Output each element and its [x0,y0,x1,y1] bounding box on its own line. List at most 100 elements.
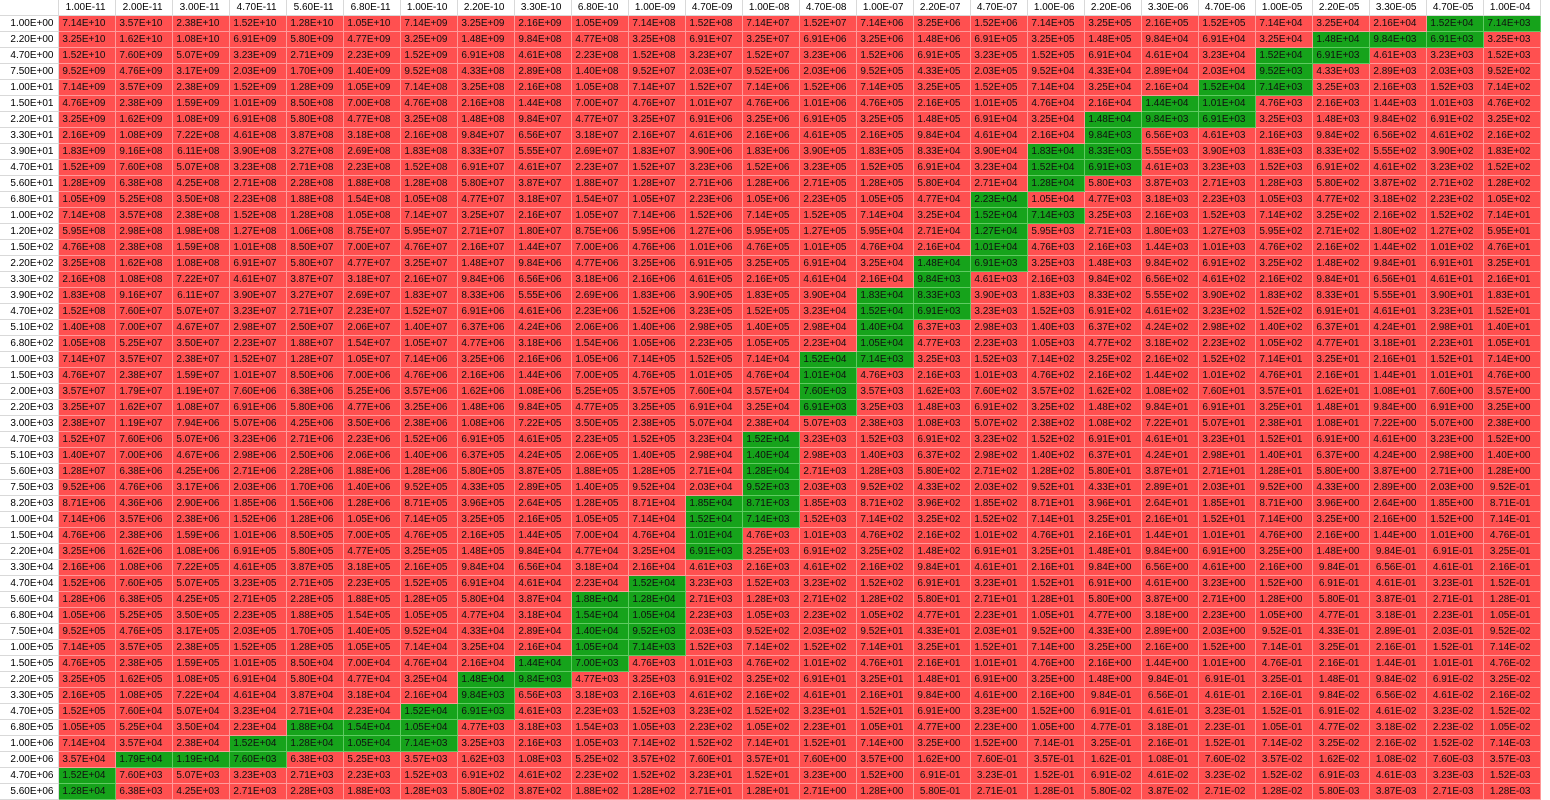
mismatch-cell[interactable]: 4.61E+04 [799,271,857,288]
mismatch-cell[interactable]: 1.05E+05 [400,607,458,624]
mismatch-cell[interactable]: 3.87E+05 [514,463,572,480]
mismatch-cell[interactable]: 3.87E-03 [1369,783,1427,800]
mismatch-cell[interactable]: 7.60E+06 [229,383,287,400]
mismatch-cell[interactable]: 7.14E+06 [628,207,686,224]
mismatch-cell[interactable]: 7.14E+04 [1255,15,1313,32]
mismatch-cell[interactable]: 3.18E+02 [1141,335,1199,352]
mismatch-cell[interactable]: 7.22E+05 [514,415,572,432]
mismatch-cell[interactable]: 1.83E+03 [1255,143,1313,160]
mismatch-cell[interactable]: 1.62E+10 [115,31,173,48]
mismatch-cell[interactable]: 4.33E+03 [1312,63,1370,80]
mismatch-cell[interactable]: 2.16E-02 [1369,735,1427,752]
mismatch-cell[interactable]: 1.48E+02 [1312,255,1370,272]
mismatch-cell[interactable]: 4.61E-02 [1426,687,1484,704]
row-header[interactable]: 4.70E+04 [0,575,59,592]
mismatch-cell[interactable]: 1.01E+05 [685,367,743,384]
mismatch-cell[interactable]: 7.14E+04 [628,511,686,528]
mismatch-cell[interactable]: 7.00E+06 [343,367,401,384]
mismatch-cell[interactable]: 1.28E+02 [628,783,686,800]
mismatch-cell[interactable]: 6.56E+01 [1369,271,1427,288]
mismatch-cell[interactable]: 5.80E+02 [913,463,971,480]
mismatch-cell[interactable]: 1.40E+08 [58,319,116,336]
mismatch-cell[interactable]: 1.05E+07 [343,351,401,368]
mismatch-cell[interactable]: 8.71E+05 [400,495,458,512]
mismatch-cell[interactable]: 2.38E+07 [58,415,116,432]
mismatch-cell[interactable]: 2.23E+03 [685,607,743,624]
mismatch-cell[interactable]: 5.80E+07 [457,175,515,192]
mismatch-cell[interactable]: 1.52E+02 [1426,207,1484,224]
mismatch-cell[interactable]: 2.23E+06 [685,191,743,208]
mismatch-cell[interactable]: 6.91E+04 [457,575,515,592]
mismatch-cell[interactable]: 2.23E+02 [1198,335,1256,352]
match-cell[interactable]: 6.91E+03 [1084,159,1142,176]
mismatch-cell[interactable]: 3.25E+04 [1084,79,1142,96]
mismatch-cell[interactable]: 1.52E-02 [1255,767,1313,784]
mismatch-cell[interactable]: 7.14E-02 [1483,639,1541,656]
mismatch-cell[interactable]: 2.71E+01 [685,783,743,800]
mismatch-cell[interactable]: 7.14E+07 [58,351,116,368]
mismatch-cell[interactable]: 1.48E+00 [1312,543,1370,560]
mismatch-cell[interactable]: 1.01E+06 [685,239,743,256]
mismatch-cell[interactable]: 1.52E+01 [1426,351,1484,368]
mismatch-cell[interactable]: 1.80E+07 [514,223,572,240]
mismatch-cell[interactable]: 3.25E+01 [1312,351,1370,368]
mismatch-cell[interactable]: 1.05E+05 [571,511,629,528]
mismatch-cell[interactable]: 2.71E+01 [970,591,1028,608]
mismatch-cell[interactable]: 4.77E+07 [571,111,629,128]
mismatch-cell[interactable]: 2.98E+00 [1426,447,1484,464]
mismatch-cell[interactable]: 1.08E+06 [172,543,230,560]
mismatch-cell[interactable]: 3.23E+06 [799,47,857,64]
match-cell[interactable]: 6.91E+03 [970,255,1028,272]
mismatch-cell[interactable]: 2.38E+04 [742,415,800,432]
mismatch-cell[interactable]: 1.62E-02 [1312,751,1370,768]
mismatch-cell[interactable]: 1.83E+07 [628,143,686,160]
mismatch-cell[interactable]: 1.05E+06 [58,607,116,624]
mismatch-cell[interactable]: 3.23E+02 [1426,159,1484,176]
mismatch-cell[interactable]: 2.23E+05 [799,191,857,208]
mismatch-cell[interactable]: 2.71E+05 [229,591,287,608]
mismatch-cell[interactable]: 3.25E+00 [1255,543,1313,560]
mismatch-cell[interactable]: 4.33E+08 [457,63,515,80]
mismatch-cell[interactable]: 7.14E+01 [856,639,914,656]
mismatch-cell[interactable]: 2.16E+03 [1141,207,1199,224]
mismatch-cell[interactable]: 9.84E+04 [457,559,515,576]
mismatch-cell[interactable]: 1.28E+00 [1255,591,1313,608]
mismatch-cell[interactable]: 1.28E+00 [1483,463,1541,480]
row-header[interactable]: 3.90E+02 [0,287,59,304]
mismatch-cell[interactable]: 1.48E+03 [1312,111,1370,128]
mismatch-cell[interactable]: 6.91E-02 [1312,703,1370,720]
mismatch-cell[interactable]: 4.77E+06 [457,335,515,352]
mismatch-cell[interactable]: 6.91E+01 [1084,431,1142,448]
mismatch-cell[interactable]: 6.38E+05 [115,591,173,608]
mismatch-cell[interactable]: 5.95E+05 [742,223,800,240]
mismatch-cell[interactable]: 1.28E+07 [58,463,116,480]
mismatch-cell[interactable]: 2.23E+04 [343,703,401,720]
mismatch-cell[interactable]: 4.61E+02 [514,767,572,784]
mismatch-cell[interactable]: 1.19E+07 [115,415,173,432]
mismatch-cell[interactable]: 1.08E+02 [1141,383,1199,400]
mismatch-cell[interactable]: 2.16E+03 [1369,79,1427,96]
mismatch-cell[interactable]: 7.00E+05 [343,527,401,544]
mismatch-cell[interactable]: 5.55E+07 [514,143,572,160]
match-cell[interactable]: 1.54E+04 [343,719,401,736]
mismatch-cell[interactable]: 9.84E-02 [1369,671,1427,688]
mismatch-cell[interactable]: 5.80E+05 [286,543,344,560]
mismatch-cell[interactable]: 7.00E+07 [343,239,401,256]
mismatch-cell[interactable]: 1.40E+02 [1255,319,1313,336]
mismatch-cell[interactable]: 9.84E+00 [1084,559,1142,576]
mismatch-cell[interactable]: 5.80E+05 [457,463,515,480]
mismatch-cell[interactable]: 5.95E+03 [1027,223,1085,240]
mismatch-cell[interactable]: 1.28E+01 [1027,591,1085,608]
mismatch-cell[interactable]: 9.52E+04 [628,479,686,496]
mismatch-cell[interactable]: 7.14E+05 [400,511,458,528]
mismatch-cell[interactable]: 1.05E+03 [742,607,800,624]
mismatch-cell[interactable]: 3.90E+05 [685,287,743,304]
mismatch-cell[interactable]: 4.76E+01 [1483,239,1541,256]
mismatch-cell[interactable]: 2.38E+06 [400,415,458,432]
mismatch-cell[interactable]: 5.80E+04 [457,591,515,608]
mismatch-cell[interactable]: 2.69E+07 [571,143,629,160]
mismatch-cell[interactable]: 1.48E+06 [913,31,971,48]
mismatch-cell[interactable]: 1.28E+06 [742,175,800,192]
mismatch-cell[interactable]: 7.60E+01 [685,751,743,768]
mismatch-cell[interactable]: 6.56E+00 [1141,559,1199,576]
